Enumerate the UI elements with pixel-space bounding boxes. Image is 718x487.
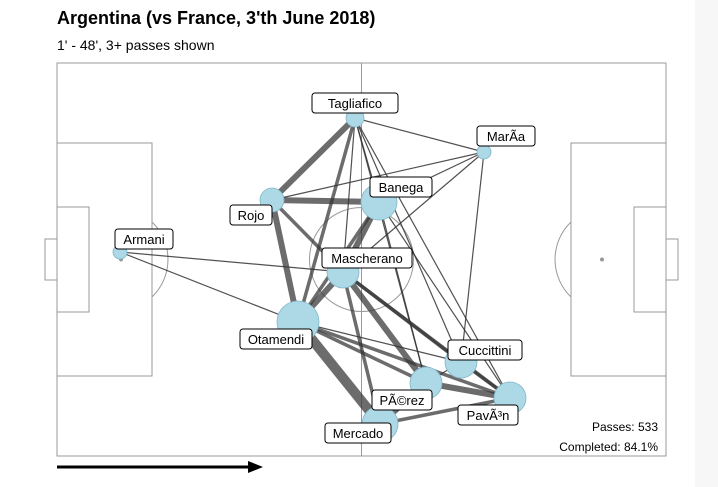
player-label-text: PÃ©rez bbox=[380, 393, 425, 408]
player-label-box bbox=[321, 247, 413, 269]
pass-link-rojo-tagliafico bbox=[269, 115, 358, 203]
completion-rate: Completed: 84.1% bbox=[559, 440, 658, 454]
player-node-maria bbox=[476, 144, 492, 160]
player-label-box bbox=[324, 422, 392, 444]
player-label-banega: Banega bbox=[369, 176, 433, 198]
right-penalty-arc bbox=[554, 221, 572, 298]
pitch-markings bbox=[44, 62, 679, 457]
player-label-armani: Armani bbox=[114, 228, 174, 250]
player-label-box bbox=[311, 92, 399, 114]
player-label-text: Armani bbox=[123, 232, 164, 247]
passes-total: Passes: 533 bbox=[591, 420, 658, 434]
player-label-box bbox=[229, 204, 273, 226]
left-goal bbox=[44, 238, 58, 281]
pass-link-rojo-maria bbox=[271, 151, 485, 201]
pass-link-tagliafico-cuccittini bbox=[354, 117, 462, 363]
pass-link-otamendi-pavon bbox=[297, 320, 511, 400]
chart-subtitle: 1' - 48', 3+ passes shown bbox=[57, 37, 215, 53]
pass-links bbox=[119, 115, 512, 428]
player-label-box bbox=[447, 339, 523, 361]
player-label-text: MarÃ­a bbox=[487, 129, 526, 144]
player-label-maria: MarÃ­a bbox=[476, 125, 536, 147]
left-six-yard-box bbox=[56, 206, 90, 313]
player-label-mascherano: Mascherano bbox=[321, 247, 413, 269]
player-label-rojo: Rojo bbox=[229, 204, 273, 226]
player-label-cuccittini: Cuccittini bbox=[447, 339, 523, 361]
right-goal bbox=[665, 238, 679, 281]
pass-link-mascherano-perez bbox=[340, 270, 429, 385]
player-label-text: Cuccittini bbox=[459, 343, 512, 358]
attack-direction-arrow bbox=[57, 461, 263, 473]
player-label-text: Mascherano bbox=[331, 251, 403, 266]
background-strip bbox=[695, 0, 718, 487]
pass-link-otamendi-cuccittini bbox=[297, 321, 462, 363]
pass-link-mascherano-cuccittini bbox=[341, 270, 463, 364]
right-penalty-area bbox=[570, 142, 667, 377]
player-label-text: PavÃ³n bbox=[467, 408, 510, 423]
player-label-text: Banega bbox=[379, 180, 425, 195]
player-label-text: Otamendi bbox=[248, 332, 304, 347]
pass-link-mascherano-tagliafico bbox=[342, 117, 356, 273]
player-labels: Tagliafico MarÃ­a Banega Rojo Armani Maschera… bbox=[114, 92, 536, 444]
pass-link-mascherano-armani bbox=[119, 251, 344, 273]
player-label-box bbox=[369, 176, 433, 198]
player-label-box bbox=[114, 228, 174, 250]
pass-link-otamendi-tagliafico bbox=[296, 117, 357, 323]
player-label-box bbox=[457, 404, 519, 426]
player-label-box bbox=[239, 328, 313, 350]
arrow-head bbox=[248, 461, 263, 473]
player-label-mercado: Mercado bbox=[324, 422, 392, 444]
pass-link-otamendi-armani bbox=[119, 251, 299, 323]
player-label-perez: PÃ©rez bbox=[371, 389, 433, 411]
player-label-pavon: PavÃ³n bbox=[457, 404, 519, 426]
chart-title: Argentina (vs France, 3'th June 2018) bbox=[57, 8, 376, 28]
pass-link-tagliafico-maria bbox=[354, 117, 485, 153]
player-label-otamendi: Otamendi bbox=[239, 328, 313, 350]
player-label-box bbox=[371, 389, 433, 411]
pass-link-maria-cuccittini bbox=[460, 151, 485, 363]
right-six-yard-box bbox=[633, 206, 667, 313]
player-label-text: Mercado bbox=[333, 426, 384, 441]
pass-link-banega-pavon bbox=[378, 201, 511, 399]
player-label-box bbox=[476, 125, 536, 147]
player-label-text: Tagliafico bbox=[328, 96, 382, 111]
player-label-text: Rojo bbox=[238, 208, 265, 223]
player-label-tagliafico: Tagliafico bbox=[311, 92, 399, 114]
pass-link-mercado-pavon bbox=[379, 396, 511, 426]
right-penalty-spot bbox=[600, 257, 604, 262]
